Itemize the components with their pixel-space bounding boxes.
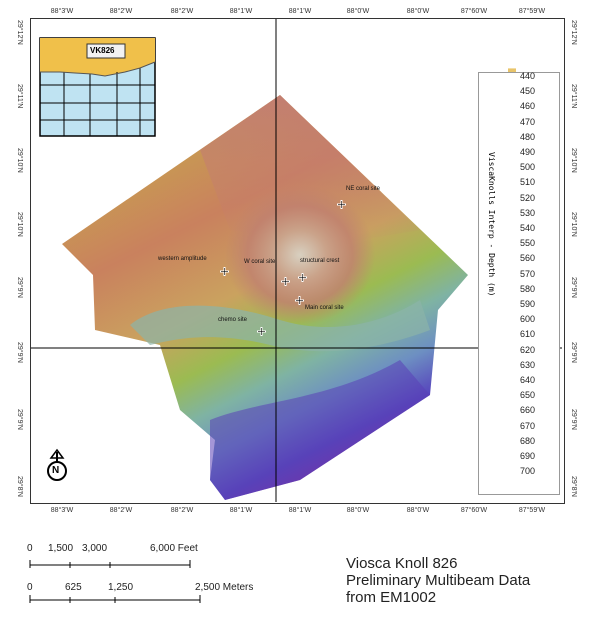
bottom-longitude-tick: 88°1'W xyxy=(229,507,253,514)
top-longitude-tick: 88°1'W xyxy=(229,8,253,15)
legend-depth-label: 550 xyxy=(520,238,536,249)
meter-scale-label: 625 xyxy=(65,582,82,593)
site-label: chemo site xyxy=(218,317,248,323)
bottom-longitude-tick: 87°60'W xyxy=(460,507,488,514)
top-longitude-tick: 88°2'W xyxy=(170,8,194,15)
site-label: Main coral site xyxy=(305,305,344,311)
legend-depth-label: 610 xyxy=(520,329,536,340)
legend-depth-label: 520 xyxy=(520,192,536,203)
legend-depth-label: 530 xyxy=(520,207,536,218)
bottom-longitude-tick: 88°1'W xyxy=(288,507,312,514)
right-latitude-tick: 29°10'N xyxy=(570,212,577,237)
legend-depth-label: 600 xyxy=(520,314,536,325)
site-label: western amplitude xyxy=(158,256,207,262)
north-label: N xyxy=(52,465,60,476)
legend-depth-label: 500 xyxy=(520,162,536,173)
bottom-longitude-tick: 88°0'W xyxy=(346,507,370,514)
right-latitude-tick: 29°11'N xyxy=(570,84,577,109)
legend-depth-label: 450 xyxy=(520,86,536,97)
meter-scale-label: 0 xyxy=(27,582,33,593)
legend-depth-label: 470 xyxy=(520,116,536,127)
bottom-longitude-tick: 88°2'W xyxy=(170,507,194,514)
bottom-longitude-tick: 88°0'W xyxy=(406,507,430,514)
right-latitude-tick: 29°12'N xyxy=(570,20,577,45)
legend-depth-label: 670 xyxy=(520,420,536,431)
site-label: NE coral site xyxy=(346,186,381,192)
left-latitude-tick: 29°9'N xyxy=(16,409,23,430)
north-arrow-icon xyxy=(47,448,67,481)
legend-depth-label: 680 xyxy=(520,435,536,446)
feet-scale-label: 0 xyxy=(27,543,33,554)
left-latitude-tick: 29°9'N xyxy=(16,342,23,363)
legend-depth-label: 690 xyxy=(520,451,536,461)
left-latitude-tick: 29°10'N xyxy=(16,212,23,237)
inset-label-box xyxy=(86,43,126,59)
bottom-longitude-tick: 88°3'W xyxy=(50,507,74,514)
right-latitude-tick: 29°8'N xyxy=(570,476,577,497)
site-marker-icon[interactable] xyxy=(281,277,290,286)
top-longitude-tick: 88°1'W xyxy=(288,8,312,15)
site-marker-icon[interactable] xyxy=(298,273,307,282)
top-longitude-tick: 88°2'W xyxy=(109,8,133,15)
meter-scale-label: 1,250 xyxy=(108,582,134,593)
knoll-summit xyxy=(225,185,375,325)
legend-depth-label: 540 xyxy=(520,223,536,233)
right-latitude-tick: 29°9'N xyxy=(570,342,577,363)
site-label: structural crest xyxy=(300,258,340,264)
left-latitude-tick: 29°9'N xyxy=(16,277,23,298)
site-marker-icon[interactable] xyxy=(257,327,266,336)
right-latitude-tick: 29°10'N xyxy=(570,148,577,173)
depth-legend xyxy=(478,72,560,495)
bottom-longitude-tick: 87°59'W xyxy=(518,507,546,514)
legend-title: ViscaKnolls Interp - Depth (m) xyxy=(487,152,496,297)
site-label: W coral site xyxy=(244,259,276,265)
legend-depth-label: 440 xyxy=(520,71,536,81)
left-latitude-tick: 29°12'N xyxy=(16,20,23,45)
left-latitude-tick: 29°11'N xyxy=(16,84,23,109)
right-latitude-tick: 29°9'N xyxy=(570,409,577,430)
legend-depth-label: 480 xyxy=(520,131,536,142)
legend-depth-label: 640 xyxy=(520,375,536,385)
legend-depth-label: 660 xyxy=(520,405,536,416)
caption-line-1: Viosca Knoll 826 xyxy=(346,555,458,572)
meter-scale-label: 2,500 Meters xyxy=(195,582,254,593)
right-latitude-tick: 29°9'N xyxy=(570,277,577,298)
caption-line-2: Preliminary Multibeam Data xyxy=(346,572,531,589)
top-longitude-tick: 87°60'W xyxy=(460,8,488,15)
top-longitude-tick: 88°3'W xyxy=(50,8,74,15)
site-marker-icon[interactable] xyxy=(337,200,346,209)
deep-basin xyxy=(210,360,430,500)
inset-label: VK826 xyxy=(90,46,115,55)
top-longitude-tick: 88°0'W xyxy=(406,8,430,15)
legend-depth-label: 510 xyxy=(520,177,536,188)
top-longitude-tick: 88°0'W xyxy=(346,8,370,15)
legend-depth-label: 700 xyxy=(520,466,536,477)
left-latitude-tick: 29°10'N xyxy=(16,148,23,173)
feet-scale-label: 1,500 xyxy=(48,543,74,554)
legend-depth-label: 460 xyxy=(520,101,536,112)
feet-scale-label: 3,000 xyxy=(82,543,108,554)
caption-line-3: from EM1002 xyxy=(346,589,437,606)
legend-depth-label: 620 xyxy=(520,344,536,355)
legend-depth-label: 490 xyxy=(520,147,536,157)
legend-depth-label: 560 xyxy=(520,253,536,264)
feet-scale-label: 6,000 Feet xyxy=(150,543,198,554)
legend-depth-label: 580 xyxy=(520,283,536,294)
feet-scale-bar xyxy=(29,560,191,568)
legend-depth-label: 630 xyxy=(520,359,536,370)
legend-depth-label: 650 xyxy=(520,390,536,401)
bottom-longitude-tick: 88°2'W xyxy=(109,507,133,514)
legend-depth-label: 590 xyxy=(520,299,536,309)
meter-scale-bar xyxy=(29,595,201,603)
chemo-channel xyxy=(130,300,430,352)
site-marker-icon[interactable] xyxy=(220,267,229,276)
site-marker-icon[interactable] xyxy=(295,296,304,305)
top-longitude-tick: 87°59'W xyxy=(518,8,546,15)
legend-depth-label: 570 xyxy=(520,268,536,279)
left-latitude-tick: 29°8'N xyxy=(16,476,23,497)
